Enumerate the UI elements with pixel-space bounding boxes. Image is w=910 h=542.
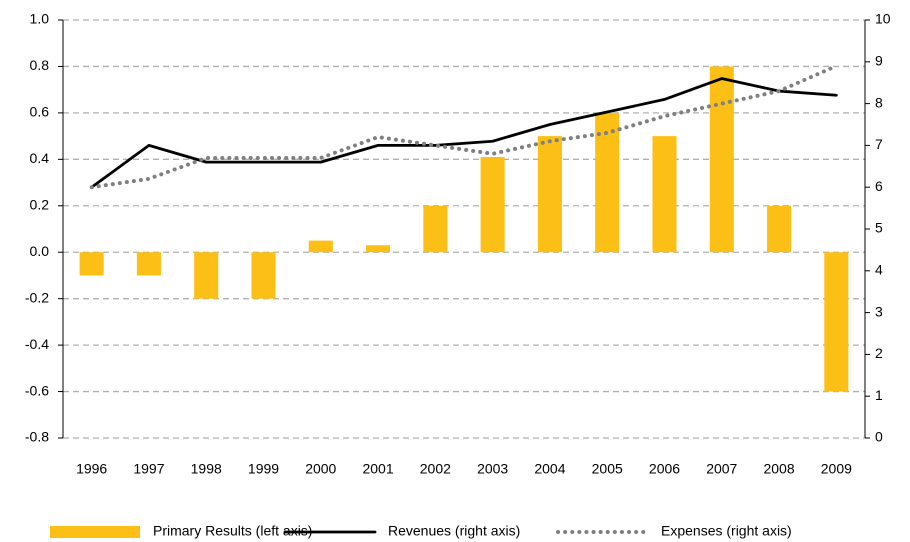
bar [194,252,219,299]
bar [824,252,849,392]
x-tick-label: 2004 [534,461,565,477]
y-tick-label: -0.8 [25,429,49,445]
x-tick-label: 1996 [76,461,107,477]
y-tick-label: 0.0 [30,243,50,259]
x-tick-label: 1997 [133,461,164,477]
x-tick-label: 2009 [821,461,852,477]
y2-tick-label: 2 [875,345,883,361]
line [89,63,839,190]
y-tick-label: -0.6 [25,382,49,398]
x-tick-label: 1999 [248,461,279,477]
legend-label: Expenses (right axis) [661,523,792,539]
x-tick-label: 2005 [592,461,623,477]
x-tick-label: 2000 [305,461,336,477]
y-tick-label: -0.2 [25,289,49,305]
x-tick-label: 2003 [477,461,508,477]
x-tick-label: 1998 [191,461,222,477]
legend-label: Primary Results (left axis) [153,523,312,539]
y-tick-label: 1.0 [30,11,50,27]
bar [767,205,792,253]
y2-tick-label: 8 [875,94,883,110]
y2-tick-label: 6 [875,178,883,194]
y2-tick-label: 7 [875,136,883,152]
bar [366,245,391,253]
y2-tick-label: 0 [875,429,883,445]
y-tick-label: 0.2 [30,196,50,212]
y2-tick-label: 9 [875,53,883,69]
y-tick-label: 0.6 [30,104,50,120]
y2-tick-label: 1 [875,387,883,403]
y2-tick-label: 4 [875,262,883,278]
x-tick-label: 2006 [649,461,680,477]
bar [709,66,734,253]
bar [251,252,276,299]
bar [595,112,620,253]
bar [79,252,104,276]
bar [652,136,677,253]
y2-tick-label: 10 [875,11,891,27]
bar [537,136,562,253]
bar [308,240,333,253]
legend-swatch [50,526,140,538]
x-tick-label: 2002 [420,461,451,477]
y2-tick-label: 3 [875,303,883,319]
legend-label: Revenues (right axis) [388,523,520,539]
bar [480,157,505,253]
y-tick-label: 0.8 [30,57,50,73]
x-tick-label: 2008 [763,461,794,477]
bar [136,252,161,276]
x-tick-label: 2001 [362,461,393,477]
y-tick-label: -0.4 [25,336,49,352]
y2-tick-label: 5 [875,220,883,236]
line [90,77,838,189]
y-tick-label: 0.4 [30,150,50,166]
x-tick-label: 2007 [706,461,737,477]
bar [423,205,448,253]
